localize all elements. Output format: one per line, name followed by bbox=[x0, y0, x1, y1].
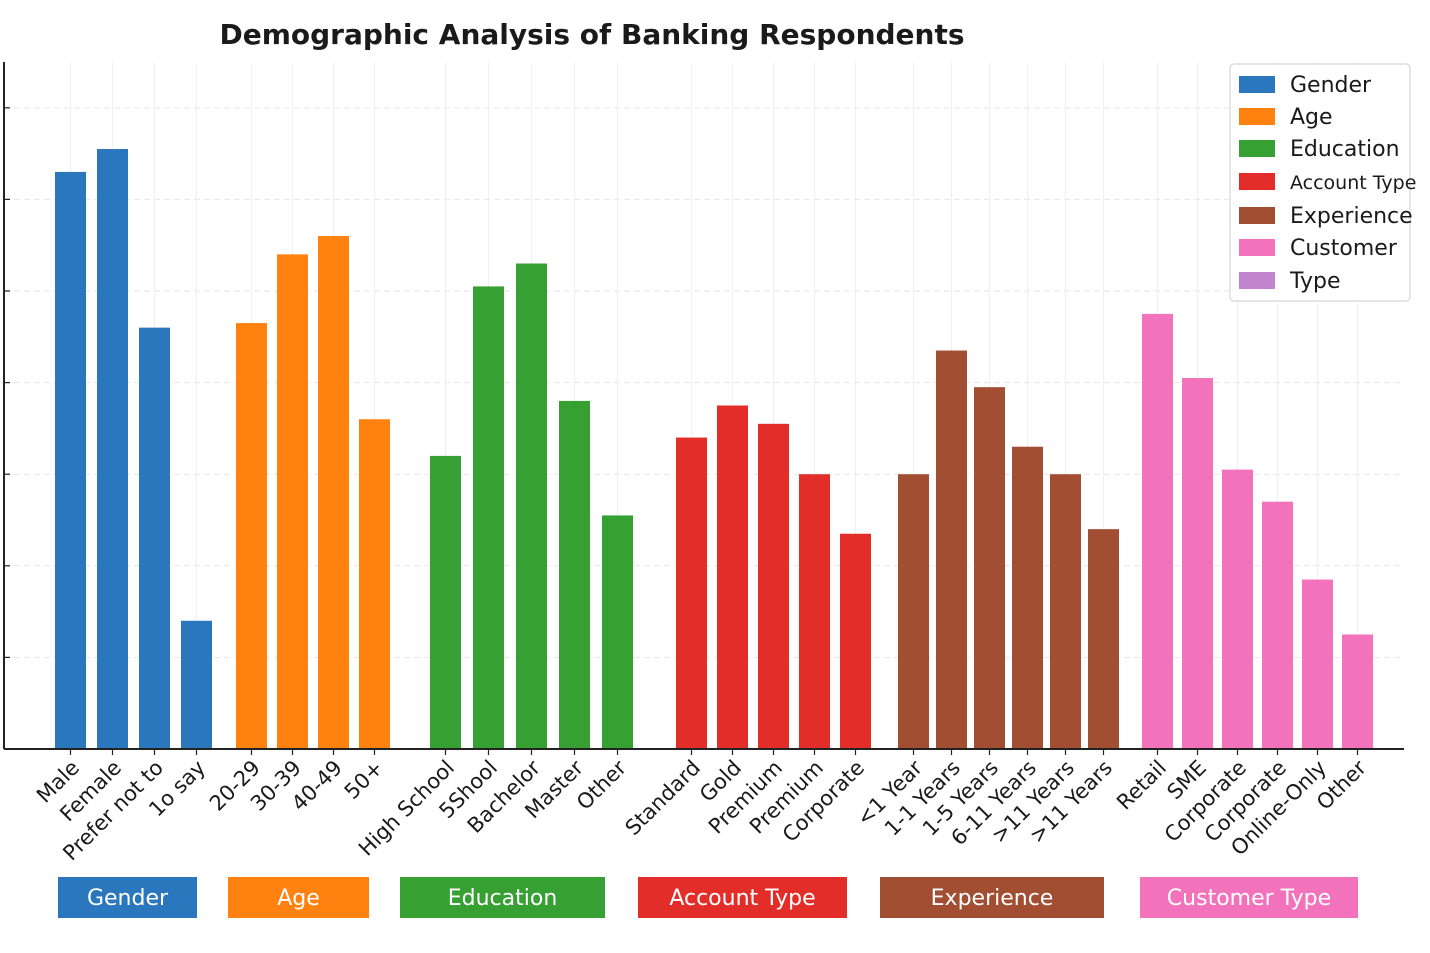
legend-label: Account Type bbox=[1290, 172, 1416, 194]
bar-experience-1 bbox=[936, 350, 967, 749]
bar-education-2 bbox=[516, 263, 547, 749]
legend-swatch bbox=[1239, 239, 1275, 256]
legend-swatch bbox=[1239, 173, 1275, 190]
bar-account-type-0 bbox=[676, 437, 707, 749]
legend-swatch bbox=[1239, 108, 1275, 125]
bar-age-3 bbox=[359, 419, 390, 749]
bar-customer-type-2 bbox=[1222, 469, 1253, 749]
x-tick-label: Standard bbox=[621, 756, 706, 841]
bar-age-0 bbox=[236, 323, 267, 749]
bar-experience-2 bbox=[974, 387, 1005, 749]
legend-label: Education bbox=[1290, 137, 1400, 162]
bar-gender-3 bbox=[181, 620, 212, 749]
bar-experience-5 bbox=[1088, 529, 1119, 749]
legend-swatch bbox=[1239, 272, 1275, 289]
bar-experience-4 bbox=[1050, 474, 1081, 749]
legend-label: Age bbox=[1290, 105, 1333, 130]
bars bbox=[55, 149, 1373, 755]
bar-gender-1 bbox=[97, 149, 128, 749]
bar-experience-3 bbox=[1012, 446, 1043, 749]
group-label-text: Education bbox=[448, 886, 558, 911]
bar-education-1 bbox=[473, 286, 504, 749]
x-tick-label: Other bbox=[572, 755, 631, 814]
group-label-text: Account Type bbox=[669, 886, 815, 911]
bar-customer-type-1 bbox=[1182, 378, 1213, 749]
bar-age-1 bbox=[277, 254, 308, 750]
bar-education-0 bbox=[430, 455, 461, 749]
bar-customer-type-4 bbox=[1302, 579, 1333, 749]
bar-age-2 bbox=[318, 236, 349, 750]
legend: Gender Age Education Account Type Experience… bbox=[1229, 63, 1416, 302]
group-label-text: Experience bbox=[931, 886, 1054, 911]
legend-label: Gender bbox=[1290, 73, 1372, 98]
axes bbox=[3, 62, 1404, 750]
bar-gender-0 bbox=[55, 171, 86, 750]
group-label-box bbox=[400, 877, 605, 918]
group-label-box bbox=[58, 877, 197, 918]
bar-gender-2 bbox=[139, 327, 170, 749]
chart-title: Demographic Analysis of Banking Responde… bbox=[219, 18, 964, 51]
bar-account-type-4 bbox=[840, 533, 871, 749]
bar-customer-type-3 bbox=[1262, 501, 1293, 749]
bar-customer-type-5 bbox=[1342, 634, 1373, 749]
bar-customer-type-0 bbox=[1142, 313, 1173, 749]
x-tick-label: 50+ bbox=[340, 756, 388, 804]
group-label-box bbox=[1140, 877, 1358, 918]
bar-education-3 bbox=[559, 400, 590, 749]
group-label-box bbox=[228, 877, 369, 918]
legend-label: Customer bbox=[1290, 236, 1398, 261]
bar-account-type-1 bbox=[717, 405, 748, 749]
x-tick-label: Retail bbox=[1112, 756, 1171, 815]
group-label-text: Gender bbox=[87, 886, 169, 911]
bar-account-type-3 bbox=[799, 474, 830, 749]
bar-education-4 bbox=[602, 515, 633, 749]
group-label-box bbox=[880, 877, 1104, 918]
legend-label: Experience bbox=[1290, 204, 1413, 229]
group-label-text: Age bbox=[277, 886, 320, 911]
legend-label: Type bbox=[1289, 269, 1341, 294]
legend-swatch bbox=[1239, 140, 1275, 157]
group-labels: Gender Age Education Account Type Experience… bbox=[58, 877, 1358, 918]
bar-experience-0 bbox=[898, 474, 929, 749]
legend-swatch bbox=[1239, 207, 1275, 224]
group-label-box bbox=[638, 877, 847, 918]
group-label-text: Customer Type bbox=[1167, 886, 1331, 911]
bar-account-type-2 bbox=[758, 423, 789, 749]
legend-swatch bbox=[1239, 76, 1275, 93]
